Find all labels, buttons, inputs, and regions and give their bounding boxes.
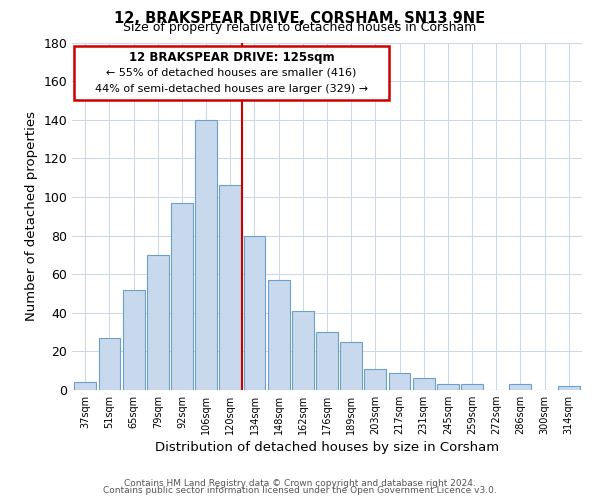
Bar [171, 202, 193, 390]
Text: 12, BRAKSPEAR DRIVE, CORSHAM, SN13 9NE: 12, BRAKSPEAR DRIVE, CORSHAM, SN13 9NE [115, 11, 485, 26]
Bar [123, 290, 145, 390]
Bar [220, 186, 241, 390]
Bar [244, 236, 265, 390]
Bar [509, 384, 531, 390]
Bar [74, 382, 96, 390]
Text: 12 BRAKSPEAR DRIVE: 125sqm: 12 BRAKSPEAR DRIVE: 125sqm [129, 51, 334, 64]
Bar [558, 386, 580, 390]
Bar [147, 255, 169, 390]
X-axis label: Distribution of detached houses by size in Corsham: Distribution of detached houses by size … [155, 442, 499, 454]
FancyBboxPatch shape [74, 46, 389, 100]
Bar [461, 384, 483, 390]
Bar [340, 342, 362, 390]
Y-axis label: Number of detached properties: Number of detached properties [25, 112, 38, 322]
Text: 44% of semi-detached houses are larger (329) →: 44% of semi-detached houses are larger (… [95, 84, 368, 94]
Bar [389, 372, 410, 390]
Bar [292, 311, 314, 390]
Bar [364, 369, 386, 390]
Bar [98, 338, 121, 390]
Bar [316, 332, 338, 390]
Text: ← 55% of detached houses are smaller (416): ← 55% of detached houses are smaller (41… [106, 68, 357, 78]
Text: Contains HM Land Registry data © Crown copyright and database right 2024.: Contains HM Land Registry data © Crown c… [124, 478, 476, 488]
Bar [413, 378, 434, 390]
Text: Contains public sector information licensed under the Open Government Licence v3: Contains public sector information licen… [103, 486, 497, 495]
Bar [437, 384, 459, 390]
Bar [195, 120, 217, 390]
Text: Size of property relative to detached houses in Corsham: Size of property relative to detached ho… [124, 21, 476, 34]
Bar [268, 280, 290, 390]
